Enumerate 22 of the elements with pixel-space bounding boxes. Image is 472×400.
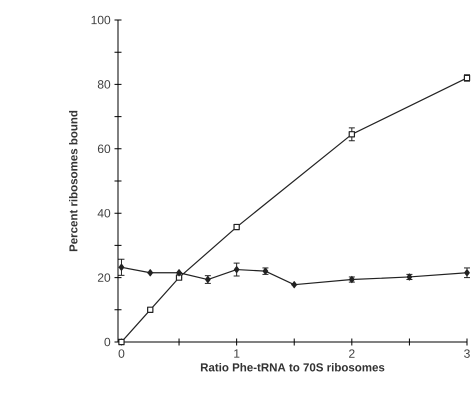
- point: [234, 266, 240, 274]
- x-axis-title: Ratio Phe-tRNA to 70S ribosomes: [200, 363, 384, 372]
- point: [147, 306, 154, 313]
- y-axis-title: Percent ribosomes bound: [69, 110, 78, 252]
- x-tick-label: 3: [464, 349, 470, 358]
- y-tick-label: 100: [92, 16, 110, 24]
- point: [233, 224, 240, 230]
- x-tick-label: 2: [349, 349, 355, 358]
- y-tick-label: 0: [104, 338, 110, 346]
- point: [348, 131, 356, 138]
- y-tick-label: 60: [98, 144, 110, 154]
- point: [118, 264, 124, 271]
- y-tick-label: 40: [98, 208, 110, 218]
- y-tick-label: 80: [98, 80, 110, 89]
- point: [147, 269, 154, 276]
- point: [291, 281, 298, 288]
- point: [176, 274, 182, 281]
- point: [118, 338, 125, 346]
- x-tick-label: 1: [234, 349, 240, 358]
- y-tick-label: 20: [98, 273, 110, 282]
- x-tick-label: 0: [118, 349, 124, 358]
- point: [176, 269, 182, 276]
